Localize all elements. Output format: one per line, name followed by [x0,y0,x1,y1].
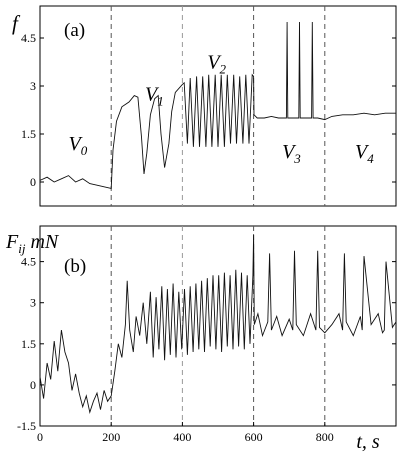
region-label: V0 [68,133,87,158]
panel-a: 0 1.5 3 4.5 (a) f V0 V1 V2 V3 V4 [12,5,397,207]
panel-label: (a) [64,20,85,41]
x-tick-label: 400 [173,430,191,444]
dashed-separators [110,6,326,206]
y-tick-label: -1.5 [17,419,36,433]
region-label: V4 [355,141,374,166]
x-tick-label: 0 [37,430,43,444]
series-line [39,234,397,415]
y-tick-label: 3 [30,79,36,93]
y-tick-label: 4.5 [21,255,36,269]
x-tick-label: 200 [102,430,120,444]
plot-frame [39,225,397,427]
y-tick-label: 3 [30,296,36,310]
y-ticks: 0 1.5 3 4.5 [21,31,396,189]
plot-frame [39,5,397,207]
y-tick-label: 0 [30,175,36,189]
x-axis-label: t, s [356,431,380,453]
y-tick-label: 0 [30,378,36,392]
series-line [39,21,396,189]
y-ticks: -1.5 0 1.5 3 4.5 [17,255,396,433]
y-axis-label-unit: mN [30,231,59,253]
panel-b: -1.501.534.5 0 200 400 600 800 (b) Fij mN t,… [5,225,397,453]
region-label: V1 [145,83,164,108]
x-tick-label: 800 [316,430,334,444]
y-axis-label-sub: ij [18,241,26,256]
y-axis-label: f [12,11,21,35]
x-ticks: 0 200 400 600 800 [37,422,334,444]
region-labels: V0 V1 V2 V3 V4 [68,51,374,166]
y-tick-label: 1.5 [21,127,36,141]
y-axis-label: Fij mN [5,231,60,256]
x-tick-label: 600 [245,430,263,444]
y-tick-label: 4.5 [21,31,36,45]
region-label: V2 [207,51,226,76]
y-tick-label: 1.5 [21,337,36,351]
region-label: V3 [282,141,301,166]
panel-label: (b) [64,256,86,277]
y-axis-label-main: F [5,231,19,253]
